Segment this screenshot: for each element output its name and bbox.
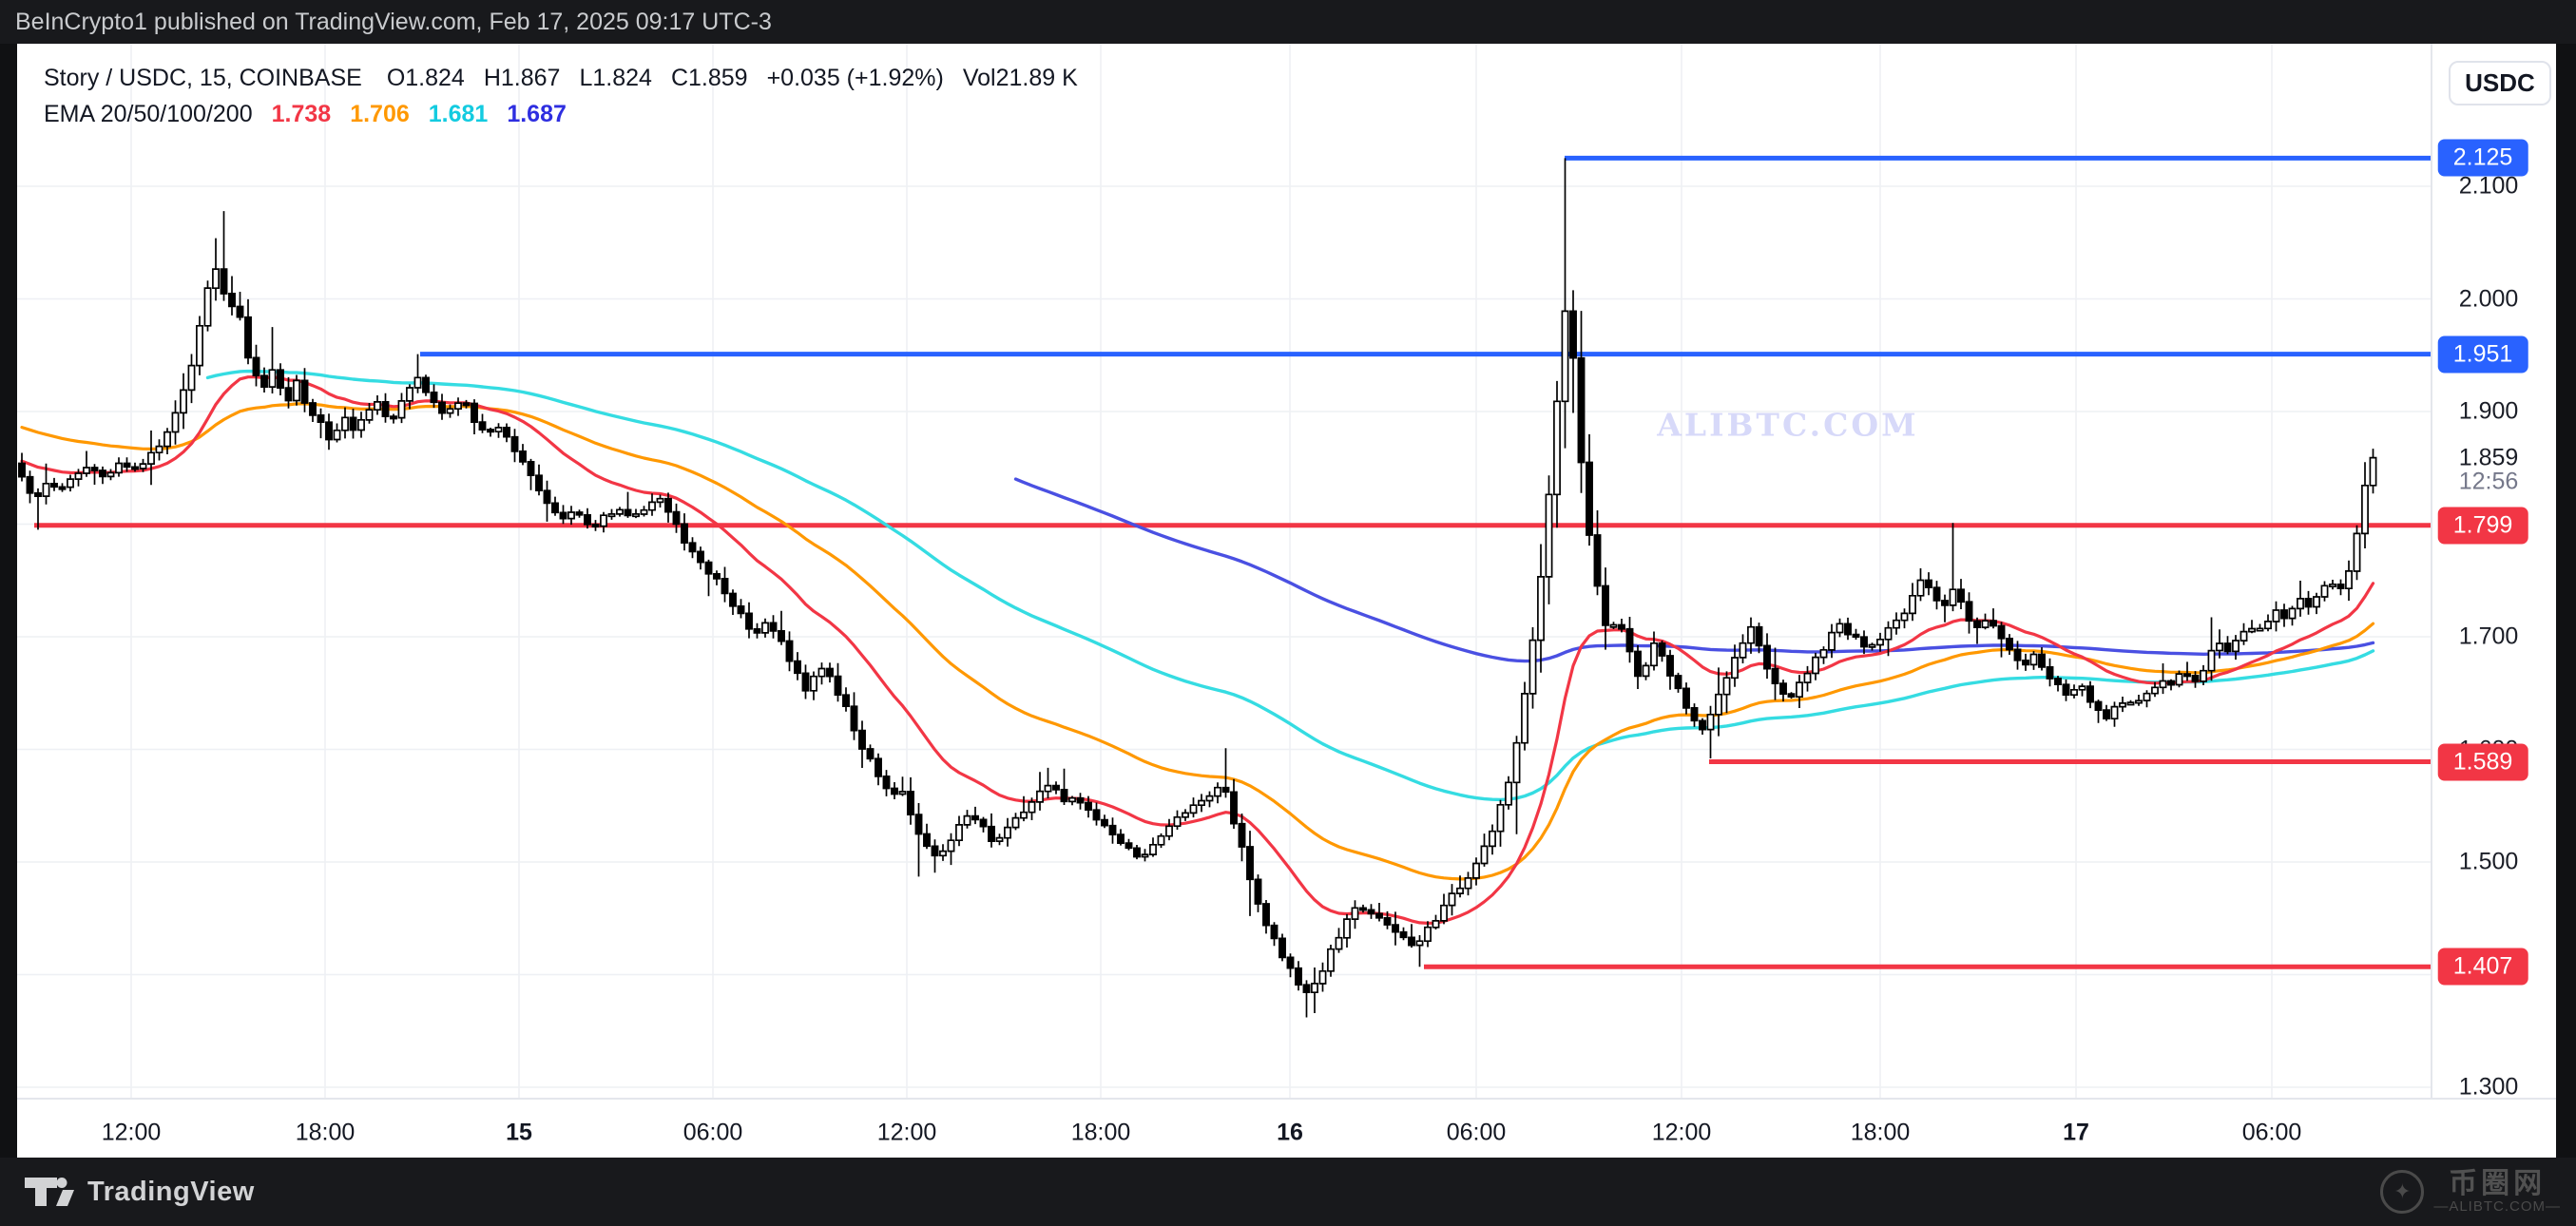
grid-lines: [17, 44, 2431, 1098]
price-tick-2.100: 2.100: [2458, 172, 2519, 200]
legend-change: +0.035 (+1.92%): [766, 65, 944, 91]
level-price-label-1.407: 1.407: [2437, 948, 2528, 986]
site-watermark: ✦ 币圈网 —ALIBTC.COM—: [2380, 1158, 2561, 1226]
tradingview-logo-icon: [25, 1178, 74, 1206]
publish-header: BeInCrypto1 published on TradingView.com…: [0, 0, 2576, 44]
time-tick-18:00: 18:00: [1070, 1119, 1131, 1146]
ema-value: 1.706: [350, 101, 410, 127]
ema50-line: [20, 402, 2375, 881]
ema20-line: [20, 375, 2375, 926]
time-tick-06:00: 06:00: [2241, 1119, 2302, 1146]
ema100-line: [205, 369, 2375, 802]
chart-legend[interactable]: Story / USDC, 15, COINBASE O1.824 H1.867…: [44, 65, 1078, 128]
symbol-description[interactable]: Story / USDC, 15, COINBASE: [44, 65, 362, 91]
center-watermark: ALIBTC.COM: [1657, 406, 1919, 444]
chart-panel: ALIBTC.COM Story / USDC, 15, COINBASE O1…: [17, 44, 2556, 1158]
footer-bar: TradingView ✦ 币圈网 —ALIBTC.COM—: [0, 1158, 2576, 1226]
time-tick-12:00: 12:00: [101, 1119, 162, 1146]
last-price-label: 1.859: [2458, 444, 2519, 471]
time-tick-16: 16: [1277, 1119, 1303, 1146]
time-tick-06:00: 06:00: [1446, 1119, 1507, 1146]
legend-close: C1.859: [670, 65, 748, 91]
time-tick-12:00: 12:00: [876, 1119, 937, 1146]
site-watermark-subtitle: —ALIBTC.COM—: [2433, 1197, 2561, 1215]
time-tick-06:00: 06:00: [682, 1119, 743, 1146]
ema-legend-values: 1.738 1.706 1.681 1.687: [272, 101, 567, 128]
ema-value: 1.681: [428, 101, 489, 127]
price-tick-1.500: 1.500: [2458, 848, 2519, 875]
price-axis-separator: [2431, 44, 2432, 1098]
site-watermark-title: 币圈网: [2449, 1168, 2547, 1200]
legend-low: L1.824: [579, 65, 652, 91]
tradingview-brand-text: TradingView: [87, 1176, 255, 1207]
ema-value: 1.687: [507, 101, 567, 127]
time-tick-12:00: 12:00: [1651, 1119, 1712, 1146]
currency-button[interactable]: USDC: [2449, 61, 2551, 105]
legend-high: H1.867: [483, 65, 561, 91]
legend-open: O1.824: [386, 65, 465, 91]
publish-header-text: BeInCrypto1 published on TradingView.com…: [15, 9, 772, 35]
time-tick-18:00: 18:00: [1850, 1119, 1911, 1146]
price-tick-1.900: 1.900: [2458, 397, 2519, 425]
price-tick-2.000: 2.000: [2458, 285, 2519, 312]
candle-wicks: [21, 158, 2374, 1018]
level-price-label-1.589: 1.589: [2437, 743, 2528, 781]
ema200-line: [1013, 477, 2375, 663]
time-tick-17: 17: [2063, 1119, 2089, 1146]
level-price-label-1.951: 1.951: [2437, 335, 2528, 374]
legend-volume: Vol21.89 K: [962, 65, 1078, 91]
price-tick-1.700: 1.700: [2458, 623, 2519, 650]
level-price-label-2.125: 2.125: [2437, 139, 2528, 177]
time-tick-18:00: 18:00: [295, 1119, 356, 1146]
level-price-label-1.799: 1.799: [2437, 507, 2528, 545]
ema-legend-row[interactable]: EMA 20/50/100/200 1.738 1.706 1.681 1.687: [44, 101, 1078, 128]
time-axis-separator: [17, 1098, 2556, 1100]
ema-legend-label[interactable]: EMA 20/50/100/200: [44, 101, 253, 127]
price-pane[interactable]: [17, 44, 2431, 1098]
legend-symbol-row[interactable]: Story / USDC, 15, COINBASE O1.824 H1.867…: [44, 65, 1078, 92]
tradingview-brand: TradingView: [25, 1158, 255, 1226]
down-candles: [18, 268, 2345, 994]
site-watermark-logo-icon: ✦: [2380, 1170, 2425, 1214]
countdown-label: 12:56: [2458, 468, 2519, 495]
time-tick-15: 15: [506, 1119, 532, 1146]
up-candles: [42, 268, 2377, 994]
price-tick-1.300: 1.300: [2458, 1073, 2519, 1101]
ema-value: 1.738: [271, 101, 332, 127]
